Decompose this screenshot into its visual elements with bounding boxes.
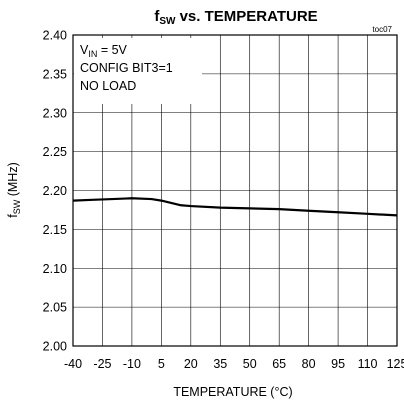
x-tick-label: -40 xyxy=(64,357,82,371)
x-tick-label: 20 xyxy=(184,357,198,371)
y-axis-label: fSW (MHz) xyxy=(6,162,22,217)
x-tick-label: 65 xyxy=(272,357,286,371)
chart-title: fSW vs. TEMPERATURE xyxy=(154,8,317,27)
y-tick-label: 2.20 xyxy=(43,184,67,198)
annotation-line: VIN = 5V xyxy=(80,43,128,59)
y-tick-label: 2.15 xyxy=(43,223,67,237)
annotation-block: VIN = 5V CONFIG BIT3=1 NO LOAD xyxy=(74,38,202,104)
y-tick-label: 2.35 xyxy=(43,67,67,81)
x-tick-label: 95 xyxy=(331,357,345,371)
x-axis-label: TEMPERATURE (°C) xyxy=(173,385,292,399)
x-tick-labels: -40 -25 -10 5 20 35 50 65 80 95 110 125 xyxy=(64,357,404,371)
chart-title-sub: SW xyxy=(159,16,176,27)
chart-title-rest: vs. TEMPERATURE xyxy=(175,8,317,25)
annotation-line: NO LOAD xyxy=(80,79,136,93)
series-line xyxy=(72,197,398,217)
plot-frame xyxy=(72,34,398,347)
series-group xyxy=(72,197,398,217)
x-tick-label: 5 xyxy=(158,357,165,371)
y-tick-label: 2.30 xyxy=(43,106,67,120)
y-axis-label-sub: SW xyxy=(12,199,22,214)
x-tick-label: -10 xyxy=(123,357,141,371)
chart-tag: toc07 xyxy=(372,25,392,34)
y-tick-label: 2.05 xyxy=(43,301,67,315)
y-tick-label: 2.40 xyxy=(43,29,67,43)
x-tick-label: 80 xyxy=(302,357,316,371)
y-axis-label-main: f xyxy=(6,214,20,218)
y-tick-label: 2.00 xyxy=(43,340,67,354)
x-tick-label: 50 xyxy=(243,357,257,371)
y-axis-label-rest: (MHz) xyxy=(6,162,20,200)
chart-title-main: f xyxy=(154,8,160,25)
y-tick-label: 2.10 xyxy=(43,262,67,276)
x-tick-label: 125 xyxy=(387,357,404,371)
x-tick-label: 35 xyxy=(213,357,227,371)
annotation-background xyxy=(74,38,202,104)
y-tick-label: 2.25 xyxy=(43,145,67,159)
y-tick-labels: 2.00 2.05 2.10 2.15 2.20 2.25 2.30 2.35 2.40 xyxy=(43,29,67,354)
x-tick-label: 110 xyxy=(358,357,378,371)
x-tick-label: -25 xyxy=(93,357,111,371)
annotation-line: CONFIG BIT3=1 xyxy=(80,61,173,75)
